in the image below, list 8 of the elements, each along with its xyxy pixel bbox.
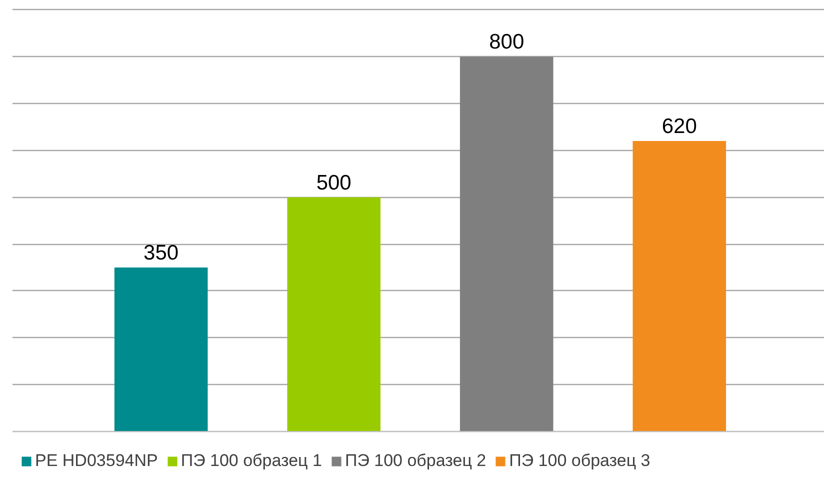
legend-label: PE HD03594NP	[35, 451, 158, 471]
legend-label: ПЭ 100 образец 2	[344, 451, 486, 471]
data-label: 350	[144, 242, 179, 265]
legend-label: ПЭ 100 образец 1	[180, 451, 322, 471]
data-label: 800	[489, 30, 524, 54]
legend-label: ПЭ 100 образец 3	[509, 451, 650, 471]
data-label: 620	[662, 115, 697, 138]
data-label: 500	[316, 171, 352, 194]
